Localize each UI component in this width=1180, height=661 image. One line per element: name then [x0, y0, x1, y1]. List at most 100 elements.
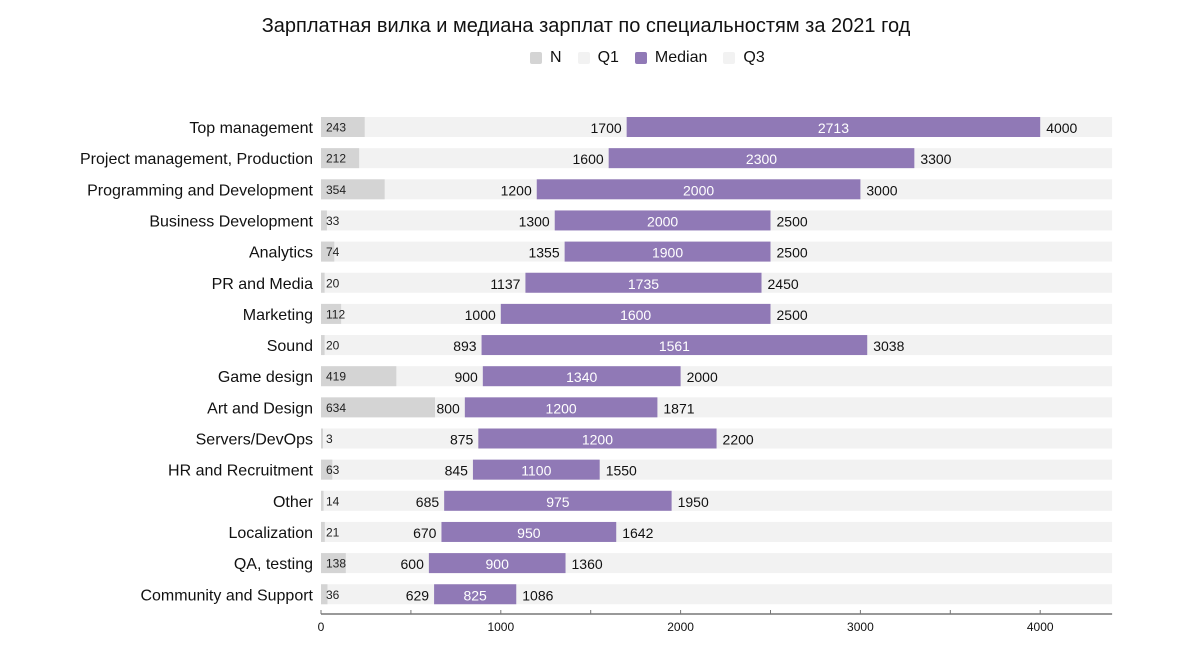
legend-item-q3[interactable]: Q3	[723, 49, 765, 67]
background-bar-localization	[321, 521, 1113, 542]
q1-q3-bar-art-and-design	[464, 397, 658, 418]
n-value-label-marketing: 112	[326, 307, 345, 321]
median-value-label-localization: 950	[517, 525, 541, 541]
median-value-label-pr-and-media: 1735	[628, 276, 659, 292]
legend-swatch-q3	[723, 52, 736, 64]
q1-q3-bar-pr-and-media	[525, 272, 762, 293]
q3-value-label-localization: 1642	[622, 525, 653, 541]
category-label-localization: Localization	[229, 525, 314, 542]
q3-value-label-pr-and-media: 2450	[768, 276, 799, 292]
q3-value-label-hr-and-recruitment: 1550	[606, 463, 637, 479]
legend: N Q1 Median Q3	[530, 48, 781, 68]
median-value-label-hr-and-recruitment: 1100	[521, 463, 551, 479]
q1-value-label-project-management-production: 1600	[573, 151, 604, 167]
q1-q3-bar-marketing	[500, 303, 771, 324]
n-value-label-other: 14	[326, 494, 340, 508]
median-value-label-marketing: 1600	[620, 307, 651, 323]
n-bar-servers-devops	[321, 428, 323, 449]
category-label-project-management-production: Project management, Production	[80, 151, 313, 168]
legend-item-n[interactable]: N	[530, 49, 562, 67]
n-bar-art-and-design	[321, 397, 435, 418]
x-tick-label-3000: 3000	[847, 620, 874, 634]
category-label-other: Other	[273, 494, 314, 511]
category-label-art-and-design: Art and Design	[207, 400, 313, 417]
q1-q3-bar-project-management-production	[608, 148, 915, 169]
q3-value-label-business-development: 2500	[777, 213, 808, 229]
n-value-label-servers-devops: 3	[326, 432, 333, 446]
n-value-label-top-management: 243	[326, 121, 346, 135]
category-label-sound: Sound	[267, 338, 313, 355]
category-label-servers-devops: Servers/DevOps	[196, 432, 313, 449]
median-value-label-game-design: 1340	[566, 369, 597, 385]
q3-value-label-qa-testing: 1360	[572, 556, 603, 572]
q1-q3-bar-qa-testing	[428, 553, 566, 574]
q3-value-label-marketing: 2500	[777, 307, 808, 323]
legend-item-q1[interactable]: Q1	[577, 49, 619, 67]
category-label-qa-testing: QA, testing	[234, 556, 313, 573]
median-value-label-project-management-production: 2300	[746, 151, 777, 167]
q1-q3-bar-sound	[481, 335, 868, 356]
median-value-label-analytics: 1900	[652, 245, 683, 261]
q1-value-label-hr-and-recruitment: 845	[445, 463, 469, 479]
median-value-label-business-development: 2000	[647, 213, 678, 229]
q3-value-label-game-design: 2000	[687, 369, 718, 385]
category-label-game-design: Game design	[218, 369, 313, 386]
n-value-label-art-and-design: 634	[326, 401, 346, 415]
background-bar-community-and-support	[321, 584, 1113, 605]
q3-value-label-other: 1950	[678, 494, 709, 510]
legend-label-q3: Q3	[743, 49, 765, 66]
legend-label-median: Median	[654, 49, 708, 66]
legend-item-median[interactable]: Median	[634, 49, 708, 67]
n-value-label-project-management-production: 212	[326, 152, 346, 166]
q1-q3-bar-business-development	[554, 210, 771, 231]
q3-value-label-project-management-production: 3300	[920, 151, 951, 167]
q1-value-label-marketing: 1000	[465, 307, 496, 323]
n-bar-pr-and-media	[321, 272, 325, 293]
category-label-pr-and-media: PR and Media	[212, 276, 313, 293]
n-bar-top-management	[321, 117, 365, 137]
legend-label-n: N	[550, 49, 562, 66]
q1-value-label-other: 685	[416, 494, 440, 510]
q1-value-label-programming-and-development: 1200	[501, 182, 532, 198]
q1-value-label-game-design: 900	[454, 369, 478, 385]
q1-value-label-top-management: 1700	[591, 120, 622, 136]
x-tick-label-0: 0	[318, 620, 325, 634]
n-bar-localization	[321, 521, 325, 542]
legend-label-q1: Q1	[597, 49, 619, 66]
n-value-label-programming-and-development: 354	[326, 183, 346, 197]
median-value-label-programming-and-development: 2000	[683, 182, 714, 198]
q1-value-label-art-and-design: 800	[436, 400, 460, 416]
q3-value-label-top-management: 4000	[1046, 120, 1077, 136]
category-label-business-development: Business Development	[149, 213, 313, 230]
q1-q3-bar-game-design	[482, 366, 681, 387]
q1-value-label-pr-and-media: 1137	[490, 276, 520, 292]
n-value-label-sound: 20	[326, 339, 340, 353]
q3-value-label-analytics: 2500	[777, 245, 808, 261]
x-tick-label-1000: 1000	[487, 620, 514, 634]
n-value-label-community-and-support: 36	[326, 588, 340, 602]
q1-value-label-sound: 893	[453, 338, 477, 354]
category-label-programming-and-development: Programming and Development	[87, 182, 313, 199]
x-tick-label-2000: 2000	[667, 620, 694, 634]
n-bar-game-design	[321, 366, 397, 387]
q1-value-label-qa-testing: 600	[401, 556, 425, 572]
median-value-label-community-and-support: 825	[463, 587, 487, 603]
q3-value-label-servers-devops: 2200	[723, 432, 754, 448]
n-bar-marketing	[321, 303, 342, 324]
q1-q3-bar-community-and-support	[434, 584, 517, 605]
n-value-label-localization: 21	[326, 525, 340, 539]
n-bar-business-development	[321, 210, 327, 231]
category-label-marketing: Marketing	[243, 307, 313, 324]
median-value-label-servers-devops: 1200	[582, 432, 613, 448]
q1-value-label-community-and-support: 629	[406, 587, 430, 603]
q1-q3-bar-other	[444, 490, 672, 511]
q1-value-label-servers-devops: 875	[450, 432, 474, 448]
n-value-label-analytics: 74	[326, 245, 340, 259]
n-bar-other	[321, 490, 324, 511]
q3-value-label-community-and-support: 1086	[522, 587, 553, 603]
q1-value-label-business-development: 1300	[519, 213, 550, 229]
q3-value-label-art-and-design: 1871	[663, 400, 694, 416]
median-value-label-top-management: 2713	[818, 120, 849, 136]
n-value-label-game-design: 419	[326, 370, 346, 384]
